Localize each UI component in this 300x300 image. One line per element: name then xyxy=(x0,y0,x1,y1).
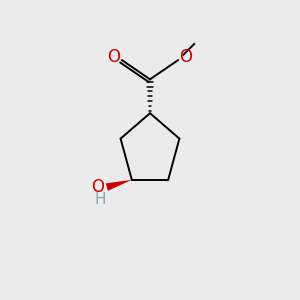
Polygon shape xyxy=(106,180,132,191)
Text: O: O xyxy=(107,48,120,66)
Text: O: O xyxy=(92,178,104,196)
Text: O: O xyxy=(179,48,192,66)
Text: H: H xyxy=(94,192,106,207)
